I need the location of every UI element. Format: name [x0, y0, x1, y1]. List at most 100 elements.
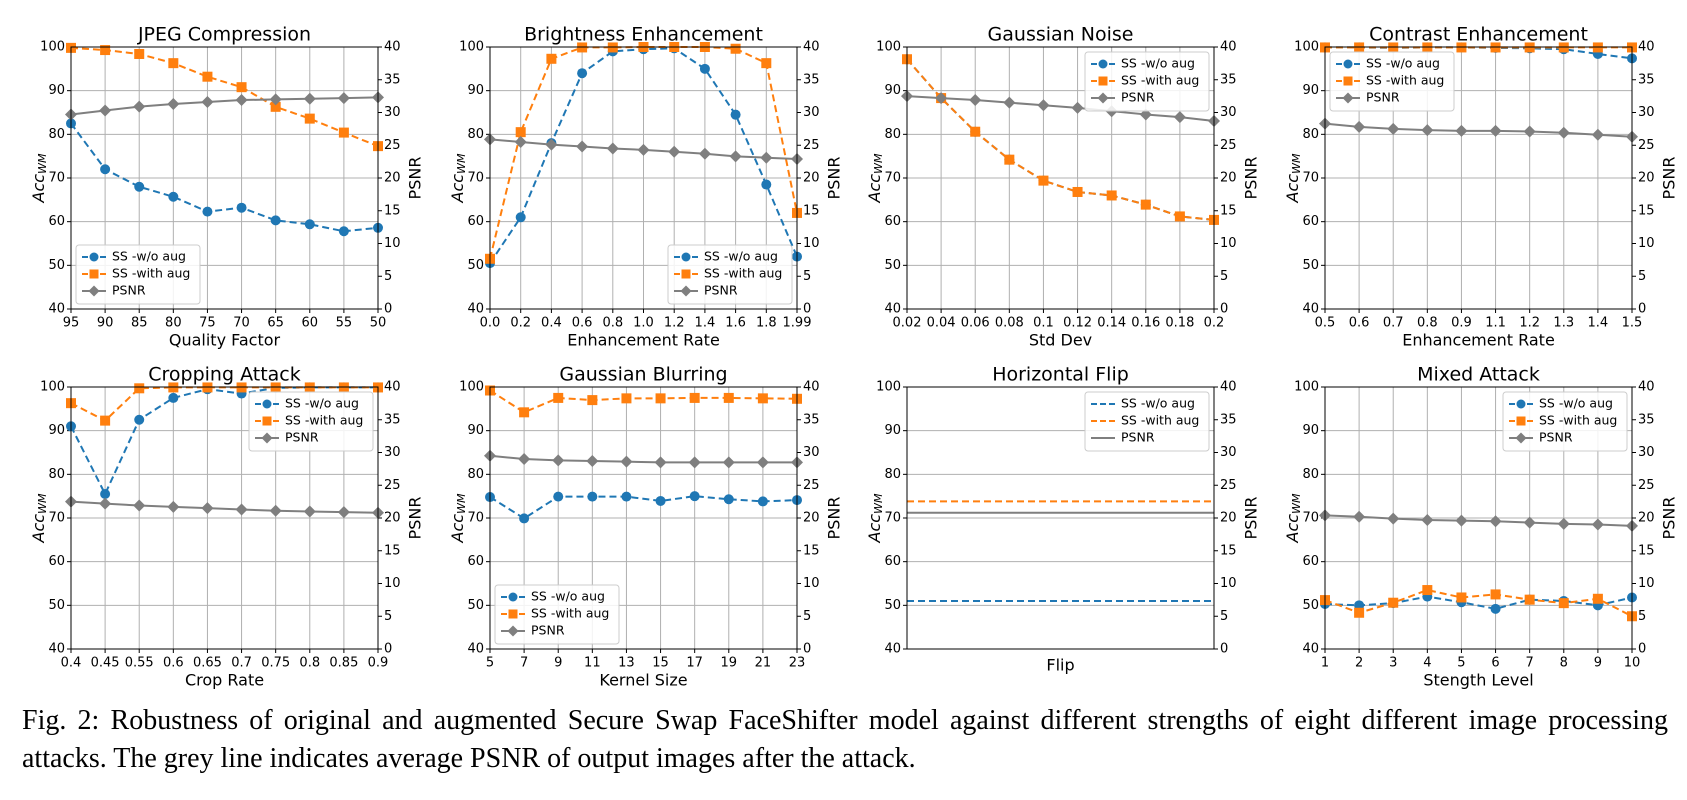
y2-tick-label: 30	[803, 105, 820, 120]
marker	[1004, 154, 1015, 165]
y2-tick-label: 20	[1220, 511, 1237, 526]
y2-tick-label: 40	[1638, 380, 1655, 395]
legend: SS -w/o aug SS -with aug PSNR	[75, 244, 201, 305]
marker	[689, 392, 700, 403]
series-line	[906, 95, 1215, 123]
x-tick-label: 70	[233, 316, 250, 331]
x-tick-label: 3	[1389, 656, 1397, 671]
legend: SS -w/o aug SS -with aug PSNR	[1084, 391, 1210, 452]
y-tick-label: 60	[884, 554, 901, 569]
marker	[1489, 515, 1502, 528]
y-tick-label: 70	[884, 511, 901, 526]
y2-tick-label: 25	[803, 138, 820, 153]
y-tick-label: 90	[1302, 83, 1319, 98]
marker	[689, 491, 700, 502]
legend-label: PSNR	[112, 283, 146, 298]
marker	[1354, 607, 1365, 618]
y-tick-label: 50	[884, 598, 901, 613]
legend-box	[1329, 51, 1455, 112]
y-tick-label: 90	[467, 83, 484, 98]
marker	[134, 181, 145, 192]
legend-label: SS -w/o aug	[1366, 56, 1440, 71]
marker	[756, 456, 769, 469]
x-tick-label: 75	[199, 316, 216, 331]
x-tick-label: 0.06	[961, 316, 990, 331]
subplot-title: Contrast Enhancement	[1369, 24, 1588, 46]
y2-tick-label: 15	[1220, 203, 1237, 218]
legend-box	[1084, 51, 1210, 112]
y-axis-label-sub: WM	[36, 153, 49, 174]
series-line	[1324, 595, 1633, 610]
y2-axis-label: PSNR	[1660, 497, 1679, 540]
marker	[269, 504, 282, 517]
marker	[1071, 101, 1084, 114]
x-tick-label: 1.6	[725, 316, 746, 331]
y2-axis-label: PSNR	[1660, 157, 1679, 200]
legend-label: SS -with aug	[704, 266, 782, 281]
legend-label: PSNR	[1121, 430, 1155, 445]
y2-tick-label: 40	[384, 40, 401, 55]
x-tick-label: 4	[1423, 656, 1431, 671]
marker	[1387, 122, 1400, 135]
y-axis-label: AccWM	[1283, 153, 1304, 203]
marker	[1173, 111, 1186, 124]
y2-axis-label: PSNR	[825, 157, 844, 200]
legend-marker	[89, 269, 99, 279]
y2-tick-label: 20	[384, 511, 401, 526]
marker	[235, 94, 248, 107]
x-tick-label: 0.4	[61, 656, 82, 671]
legend-box	[667, 244, 793, 305]
y2-tick-label: 30	[1638, 445, 1655, 460]
x-tick-label: 0.08	[995, 316, 1024, 331]
y-tick-label: 60	[48, 214, 65, 229]
y-tick-label: 60	[1302, 554, 1319, 569]
x-tick-label: 0.8	[299, 656, 320, 671]
x-tick-label: 65	[267, 316, 284, 331]
x-tick-label: 1.4	[695, 316, 716, 331]
x-tick-label: 0.65	[193, 656, 222, 671]
marker	[100, 45, 111, 56]
marker	[552, 454, 565, 467]
marker	[1037, 99, 1050, 112]
x-tick-label: 9	[1594, 656, 1602, 671]
legend: SS -w/o aug SS -with aug PSNR	[248, 391, 374, 452]
y-tick-label: 40	[884, 642, 901, 657]
y-axis-label: AccWM	[865, 153, 886, 203]
legend-label: SS -with aug	[1121, 413, 1199, 428]
x-tick-label: 19	[721, 656, 738, 671]
legend-label: PSNR	[704, 283, 738, 298]
y2-tick-label: 30	[1220, 445, 1237, 460]
y2-tick-label: 30	[803, 445, 820, 460]
marker	[168, 191, 179, 202]
x-tick-label: 0.7	[1383, 316, 1404, 331]
marker	[688, 456, 701, 469]
legend-label: SS -w/o aug	[531, 589, 605, 604]
marker	[338, 226, 349, 237]
marker	[730, 109, 741, 120]
subplot-title: Horizontal Flip	[992, 364, 1129, 386]
marker	[303, 505, 316, 518]
y-tick-label: 80	[48, 127, 65, 142]
y-tick-label: 100	[876, 380, 901, 395]
y-axis-label-sub: WM	[455, 493, 468, 514]
y2-tick-label: 40	[1220, 40, 1237, 55]
legend-label: SS -w/o aug	[112, 249, 186, 264]
x-tick-label: 0.8	[602, 316, 623, 331]
marker	[761, 179, 772, 190]
y2-tick-label: 40	[803, 380, 820, 395]
legend: SS -w/o aug SS -with aug PSNR	[1329, 51, 1455, 112]
subplot-title: Gaussian Blurring	[559, 364, 727, 386]
y-tick-label: 90	[884, 83, 901, 98]
y-tick-label: 70	[1302, 171, 1319, 186]
y2-tick-label: 10	[384, 236, 401, 251]
legend-box	[75, 244, 201, 305]
y-tick-label: 60	[467, 554, 484, 569]
y2-tick-label: 25	[1638, 138, 1655, 153]
marker	[134, 48, 145, 59]
x-tick-label: 6	[1491, 656, 1499, 671]
marker	[969, 94, 982, 107]
y-axis-label-sub: WM	[455, 153, 468, 174]
y2-tick-label: 35	[1638, 412, 1655, 427]
